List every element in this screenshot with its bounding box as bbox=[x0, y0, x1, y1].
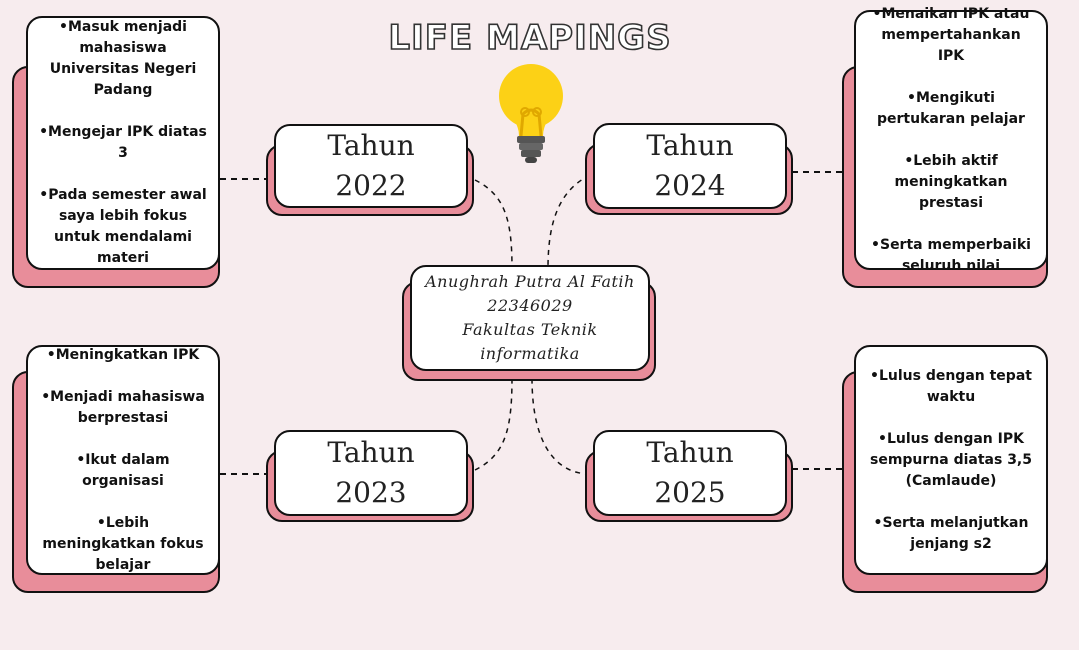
year-label-number: 2024 bbox=[654, 169, 726, 202]
year-label-number: 2023 bbox=[335, 476, 407, 509]
note-2025-item: •Lulus dengan IPK sempurna diatas 3,5 (C… bbox=[869, 430, 1032, 489]
note-2025-item: •Lulus dengan tepat waktu bbox=[870, 367, 1032, 405]
note-card-2022: •Masuk menjadi mahasiswa Universitas Neg… bbox=[12, 16, 222, 290]
year-card-2025: Tahun 2025 bbox=[585, 430, 795, 524]
note-2022-item: •Pada semester awal saya lebih fokus unt… bbox=[39, 187, 207, 266]
light-bulb-icon bbox=[499, 64, 563, 163]
year-label-number: 2022 bbox=[335, 169, 407, 202]
center-major: informatika bbox=[480, 344, 580, 363]
center-name: Anughrah Putra Al Fatih bbox=[425, 272, 635, 291]
year-card-2023: Tahun 2023 bbox=[266, 430, 476, 524]
center-student-id: 22346029 bbox=[487, 296, 573, 315]
note-2024-item: •Mengikuti pertukaran pelajar bbox=[877, 89, 1025, 127]
year-card-2024: Tahun 2024 bbox=[585, 123, 795, 217]
note-card-2023: •Meningkatkan IPK •Menjadi mahasiswa ber… bbox=[12, 345, 222, 595]
note-card-2025: •Lulus dengan tepat waktu •Lulus dengan … bbox=[840, 345, 1050, 595]
center-card: Anughrah Putra Al Fatih 22346029 Fakulta… bbox=[402, 265, 658, 383]
note-2025-item: •Serta melanjutkan jenjang s2 bbox=[873, 514, 1029, 552]
note-2024-item: •Lebih aktif meningkatkan prestasi bbox=[894, 152, 1008, 211]
note-2023-item: •Lebih meningkatkan fokus belajar bbox=[42, 514, 204, 573]
page-title: LIFE MAPINGS bbox=[388, 17, 672, 59]
year-label-word: Tahun bbox=[327, 436, 415, 469]
connector-2023-center bbox=[474, 377, 513, 471]
connector-2022-center bbox=[474, 179, 513, 269]
year-card-2022: Tahun 2022 bbox=[266, 124, 476, 218]
year-label-word: Tahun bbox=[646, 436, 734, 469]
center-faculty: Fakultas Teknik bbox=[462, 320, 598, 339]
year-label-word: Tahun bbox=[646, 129, 734, 162]
connector-2025-center bbox=[531, 377, 591, 475]
note-2023-item: •Menjadi mahasiswa berprestasi bbox=[41, 388, 205, 426]
note-2023-item: •Meningkatkan IPK bbox=[46, 346, 200, 363]
note-2024-item: •Menaikan IPK atau mempertahankan IPK bbox=[872, 5, 1030, 64]
year-label-word: Tahun bbox=[327, 129, 415, 162]
note-2023-item: •Ikut dalam organisasi bbox=[76, 451, 170, 489]
note-2022-item: •Masuk menjadi mahasiswa Universitas Neg… bbox=[49, 19, 197, 98]
year-label-number: 2025 bbox=[654, 476, 726, 509]
note-2022-item: •Mengejar IPK diatas 3 bbox=[39, 124, 207, 161]
note-card-2024: •Menaikan IPK atau mempertahankan IPK •M… bbox=[840, 6, 1050, 290]
note-2024-item: •Serta memperbaiki seluruh nilai bbox=[871, 236, 1031, 274]
connector-2024-center bbox=[547, 174, 591, 269]
